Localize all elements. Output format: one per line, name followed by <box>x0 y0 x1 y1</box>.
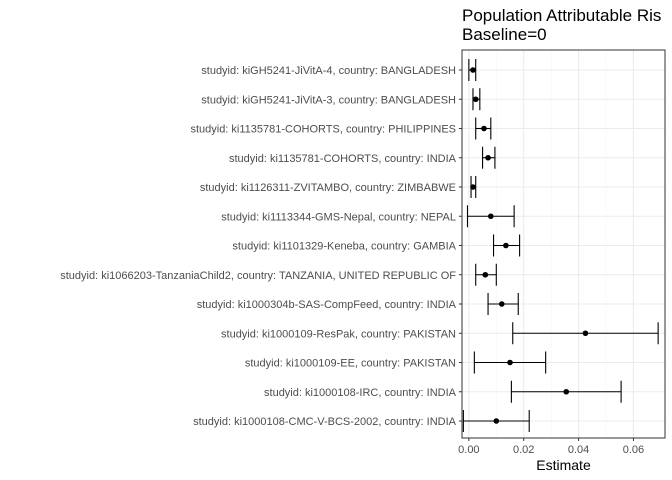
chart-title: Population Attributable Ris <box>462 6 661 25</box>
y-tick-label: studyid: ki1000108-CMC-V-BCS-2002, count… <box>193 416 457 428</box>
estimate-point <box>482 271 489 278</box>
y-tick-label: studyid: ki1135781-COHORTS, country: PHI… <box>190 124 456 136</box>
y-tick-label: studyid: ki1113344-GMS-Nepal, country: N… <box>221 211 456 223</box>
study-mark <box>468 59 477 81</box>
study-mark <box>512 322 659 345</box>
study-mark <box>470 176 477 198</box>
x-axis: 0.00 0.02 0.04 0.06 <box>458 438 644 456</box>
study-mark <box>475 263 497 286</box>
study-mark <box>510 380 622 403</box>
estimate-point <box>485 154 491 161</box>
plot-panel <box>462 50 665 438</box>
y-tick-label: studyid: ki1000109-EE, country: PAKISTAN <box>245 358 456 370</box>
study-mark <box>462 410 530 432</box>
estimate-point <box>493 418 500 424</box>
y-tick-label: studyid: ki1000304b-SAS-CompFeed, countr… <box>197 299 457 311</box>
x-tick-label: 0.00 <box>458 444 479 456</box>
estimate-point <box>488 213 494 220</box>
estimate-point <box>563 388 570 395</box>
y-tick-label: studyid: kiGH5241-JiVitA-4, country: BAN… <box>201 65 456 77</box>
estimate-point <box>507 359 513 366</box>
estimate-point <box>582 330 589 337</box>
x-tick-label: 0.02 <box>513 444 534 456</box>
estimate-point <box>498 301 505 307</box>
y-tick-label: studyid: kiGH5241-JiVitA-3, country: BAN… <box>201 94 456 106</box>
x-axis-label: Estimate <box>536 457 591 473</box>
chart-subtitle: Baseline=0 <box>462 25 547 44</box>
study-mark <box>492 234 521 257</box>
study-mark <box>472 88 481 111</box>
estimate-point <box>470 67 476 73</box>
y-tick-label: studyid: ki1000108-IRC, country: INDIA <box>264 387 457 399</box>
y-tick-label: studyid: ki1066203-TanzaniaChild2, count… <box>60 270 456 282</box>
study-mark <box>473 351 547 374</box>
estimate-point <box>472 96 479 103</box>
estimate-point <box>481 125 487 132</box>
study-mark <box>482 146 496 169</box>
study-mark <box>487 293 519 315</box>
plot-panel-border <box>461 49 666 439</box>
study-mark <box>466 205 515 228</box>
x-tick-label: 0.04 <box>568 444 589 456</box>
study-mark <box>475 117 492 140</box>
grid-minor-lines <box>495 50 607 438</box>
y-axis: studyid: kiGH5241-JiVitA-4, country: BAN… <box>60 65 462 428</box>
y-tick-label: studyid: ki1126311-ZVITAMBO, country: ZI… <box>200 182 456 194</box>
estimate-point <box>470 184 476 190</box>
estimate-marks <box>462 59 659 432</box>
estimate-point <box>503 242 509 249</box>
grid-major-lines <box>462 50 665 438</box>
y-tick-label: studyid: ki1000109-ResPak, country: PAKI… <box>221 328 456 340</box>
x-tick-label: 0.06 <box>623 444 644 456</box>
y-tick-label: studyid: ki1101329-Keneba, country: GAMB… <box>232 241 456 253</box>
y-tick-label: studyid: ki1135781-COHORTS, country: IND… <box>229 153 457 165</box>
